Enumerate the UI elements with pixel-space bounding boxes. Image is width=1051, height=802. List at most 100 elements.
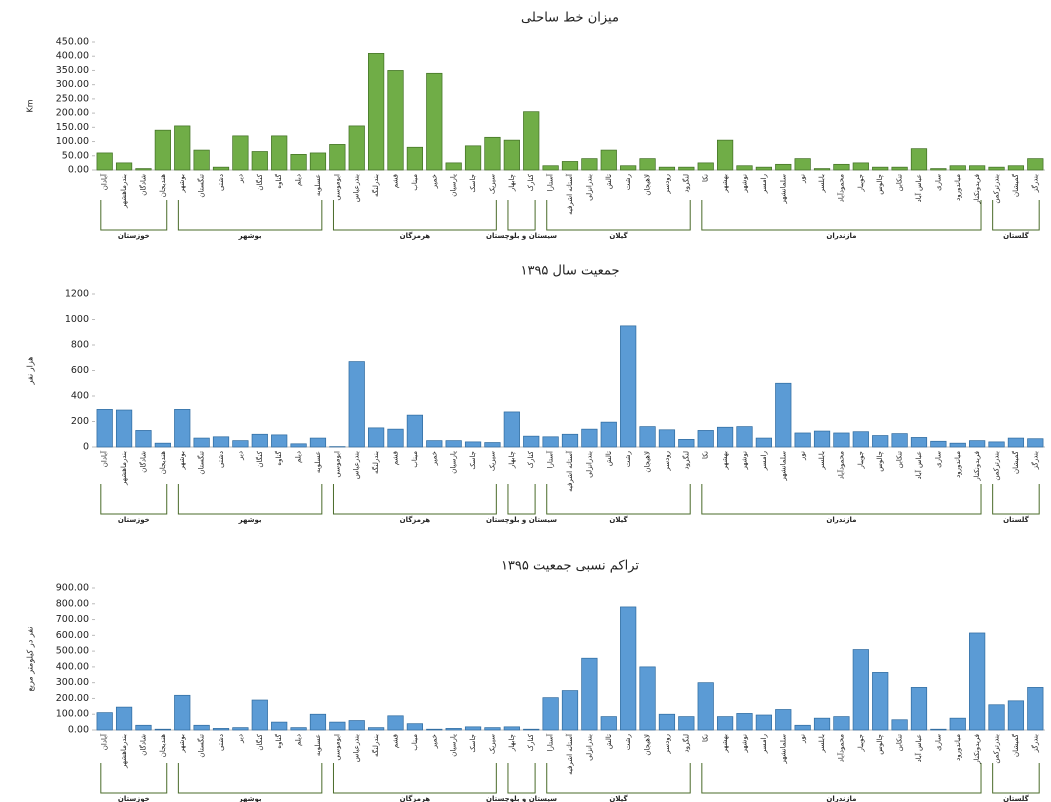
group-label: بوشهر bbox=[238, 232, 262, 240]
bar bbox=[406, 146, 424, 171]
x-tick-label: تنگستان bbox=[197, 734, 206, 758]
x-tick-label: بندرلنگه bbox=[371, 451, 380, 474]
bar bbox=[1007, 165, 1025, 171]
bar bbox=[387, 70, 404, 171]
x-tick-label: آستانه اشرفیه bbox=[565, 733, 574, 775]
x-tick-label: نوشهر bbox=[740, 451, 748, 471]
bar bbox=[736, 713, 753, 731]
x-tick-label: چالوس bbox=[876, 174, 884, 195]
x-tick-label: میناب bbox=[411, 174, 419, 191]
x-tick-label: محمودآباد bbox=[836, 734, 845, 762]
x-tick-label: نور bbox=[799, 451, 807, 461]
x-tick-label: تنکابن bbox=[896, 451, 904, 468]
bar bbox=[600, 716, 617, 731]
x-tick-label: رودسر bbox=[663, 734, 671, 755]
x-tick-label: گناوه bbox=[274, 173, 283, 188]
x-tick-label: بابلسر bbox=[818, 174, 826, 194]
x-tick-label: بهشهر bbox=[721, 174, 729, 194]
y-axis-label: نفر در کیلومتر مربع bbox=[26, 626, 35, 691]
chart-title: تراکم نسبی جمعیت ۱۳۹۵ bbox=[501, 559, 639, 574]
y-tick-label: 400.00 bbox=[56, 661, 89, 672]
group-label: سیستان و بلوچستان bbox=[486, 232, 557, 240]
x-tick-label: رودسر bbox=[663, 451, 671, 472]
group-label: مازندران bbox=[826, 516, 856, 524]
bar bbox=[969, 440, 986, 448]
group-label: بوشهر bbox=[238, 795, 262, 802]
bar bbox=[1007, 700, 1025, 731]
bar bbox=[872, 672, 889, 731]
bar bbox=[600, 421, 617, 448]
y-tick-label: 500.00 bbox=[56, 646, 89, 657]
group-label: خوزستان bbox=[118, 795, 150, 802]
bar bbox=[736, 165, 753, 171]
x-tick-label: چابهار bbox=[508, 734, 516, 752]
x-tick-label: نکا bbox=[702, 734, 710, 742]
bar bbox=[135, 168, 152, 171]
bar bbox=[445, 728, 462, 731]
bar bbox=[930, 728, 947, 731]
x-tick-label: نکا bbox=[702, 174, 710, 182]
bar bbox=[96, 409, 113, 448]
group-label: سیستان و بلوچستان bbox=[486, 516, 557, 524]
x-tick-label: بندرترکمن bbox=[993, 174, 1001, 204]
bar bbox=[542, 436, 559, 448]
x-tick-label: نوشهر bbox=[740, 734, 748, 754]
x-tick-label: رامسر bbox=[760, 734, 768, 754]
group-bracket bbox=[701, 763, 982, 794]
x-tick-label: گمیشان bbox=[1011, 173, 1020, 197]
x-tick-label: لنگرود bbox=[681, 174, 690, 192]
group-label: هرمزگان bbox=[400, 794, 431, 802]
bar bbox=[794, 158, 811, 171]
x-tick-label: جویبار bbox=[857, 174, 865, 193]
x-tick-label: چابهار bbox=[508, 451, 516, 469]
bar bbox=[251, 699, 268, 731]
x-tick-label: بابلسر bbox=[818, 734, 826, 754]
bar bbox=[154, 728, 171, 731]
bar bbox=[1027, 438, 1044, 448]
bar bbox=[872, 166, 889, 171]
x-tick-label: سیریک bbox=[488, 734, 496, 754]
group-label: هرمزگان bbox=[400, 515, 431, 524]
group-label: خوزستان bbox=[118, 232, 150, 240]
x-tick-label: جاسک bbox=[469, 734, 477, 753]
x-tick-label: رشت bbox=[624, 174, 632, 190]
x-tick-label: تنکابن bbox=[896, 174, 904, 191]
bar bbox=[561, 433, 579, 448]
bar bbox=[271, 135, 288, 171]
group-bracket bbox=[177, 484, 323, 515]
x-tick-label: نوشهر bbox=[740, 174, 748, 194]
y-tick-label: 350.00 bbox=[56, 65, 89, 76]
x-tick-label: رامسر bbox=[760, 174, 768, 194]
bar bbox=[678, 439, 695, 448]
x-tick-label: عباس آباد bbox=[914, 451, 923, 479]
bar bbox=[969, 632, 986, 731]
bar bbox=[794, 432, 811, 448]
group-label: مازندران bbox=[826, 232, 856, 240]
y-tick-label: 300.00 bbox=[56, 677, 89, 688]
bar bbox=[833, 432, 850, 448]
bar bbox=[891, 433, 908, 448]
bar bbox=[542, 697, 559, 731]
group-bracket bbox=[546, 200, 691, 231]
y-tick-label: 0.00 bbox=[68, 165, 89, 176]
bar bbox=[949, 165, 966, 171]
x-tick-label: گمیشان bbox=[1011, 450, 1020, 474]
x-tick-label: قشم bbox=[392, 174, 400, 188]
group-label: مازندران bbox=[826, 795, 856, 802]
x-tick-label: شادگان bbox=[138, 174, 147, 196]
x-tick-label: بندرلنگه bbox=[371, 174, 380, 197]
x-tick-label: آستانه اشرفیه bbox=[565, 450, 574, 492]
bar bbox=[290, 443, 307, 448]
bar bbox=[697, 430, 714, 448]
bar bbox=[348, 361, 365, 448]
group-bracket bbox=[546, 763, 691, 794]
y-tick-label: 0.00 bbox=[68, 725, 89, 736]
x-tick-label: کنگان bbox=[255, 733, 264, 750]
bar bbox=[212, 436, 230, 448]
bar bbox=[426, 728, 443, 731]
bar bbox=[212, 728, 230, 731]
bar bbox=[523, 111, 540, 171]
y-axis-label: Km bbox=[26, 99, 35, 112]
x-tick-label: تالش bbox=[605, 451, 613, 466]
x-tick-label: سیریک bbox=[488, 451, 496, 471]
